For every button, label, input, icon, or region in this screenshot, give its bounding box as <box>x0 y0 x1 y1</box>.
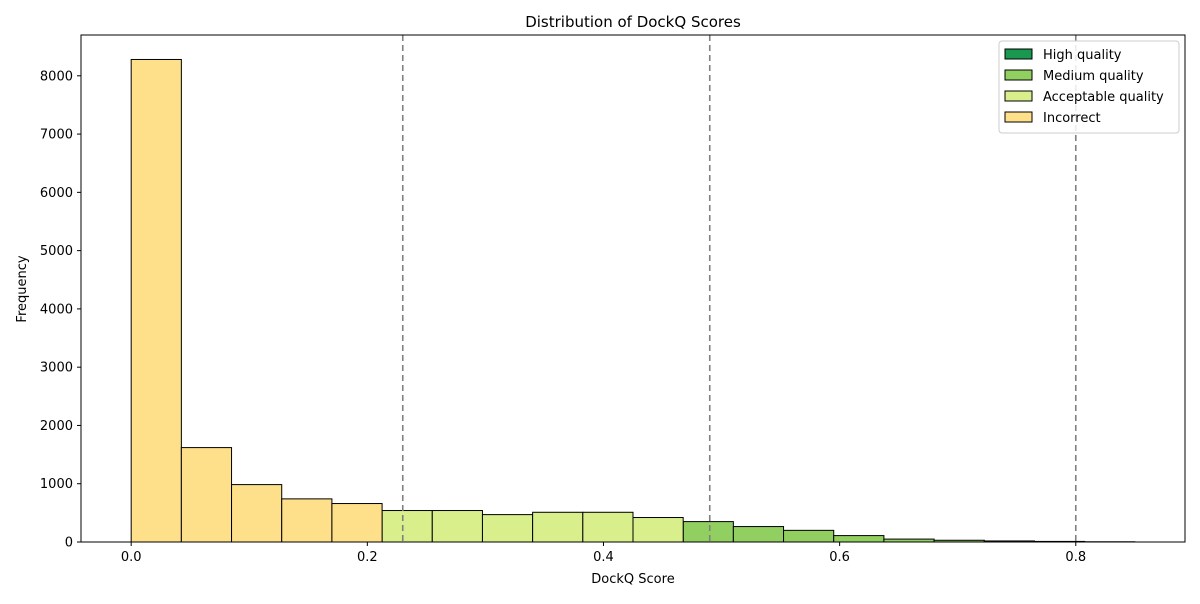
histogram-bar <box>131 59 181 542</box>
histogram-bar <box>332 504 382 542</box>
histogram-bar <box>282 499 332 542</box>
y-tick-label: 4000 <box>40 302 73 317</box>
y-tick-label: 6000 <box>40 186 73 201</box>
legend-label: Medium quality <box>1043 69 1144 84</box>
x-tick-label: 0.6 <box>829 550 850 565</box>
x-tick-label: 0.0 <box>121 550 142 565</box>
legend-label: Incorrect <box>1043 111 1101 126</box>
histogram-bar <box>733 527 783 542</box>
legend-label: Acceptable quality <box>1043 90 1164 105</box>
histogram-bar <box>181 448 231 542</box>
y-tick-label: 5000 <box>40 244 73 259</box>
histogram-bar <box>583 512 633 542</box>
y-tick-label: 0 <box>65 536 73 551</box>
legend-swatch <box>1005 49 1032 59</box>
legend-swatch <box>1005 91 1032 101</box>
y-axis-label: Frequency <box>15 255 30 322</box>
x-tick-label: 0.8 <box>1065 550 1086 565</box>
y-tick-label: 1000 <box>40 477 73 492</box>
x-axis-label: DockQ Score <box>591 572 674 587</box>
legend-swatch <box>1005 112 1032 122</box>
histogram-bar <box>382 511 432 542</box>
histogram-bars <box>131 59 1135 542</box>
y-tick-label: 8000 <box>40 69 73 84</box>
threshold-lines <box>403 35 1076 542</box>
histogram-bar <box>533 512 583 542</box>
histogram-bar <box>432 511 482 542</box>
histogram-bar <box>633 518 683 542</box>
histogram-bar <box>834 536 884 542</box>
x-tick-label: 0.4 <box>593 550 614 565</box>
chart-title: Distribution of DockQ Scores <box>525 13 741 31</box>
x-tick-label: 0.2 <box>357 550 378 565</box>
histogram-bar <box>784 530 834 542</box>
y-tick-label: 3000 <box>40 361 73 376</box>
y-tick-label: 7000 <box>40 128 73 143</box>
legend-swatch <box>1005 70 1032 80</box>
legend-label: High quality <box>1043 48 1122 63</box>
histogram-bar <box>482 515 532 542</box>
histogram-bar <box>683 522 733 542</box>
legend: High quality Medium quality Acceptable qua… <box>999 41 1179 133</box>
y-tick-label: 2000 <box>40 419 73 434</box>
histogram-bar <box>232 485 282 542</box>
